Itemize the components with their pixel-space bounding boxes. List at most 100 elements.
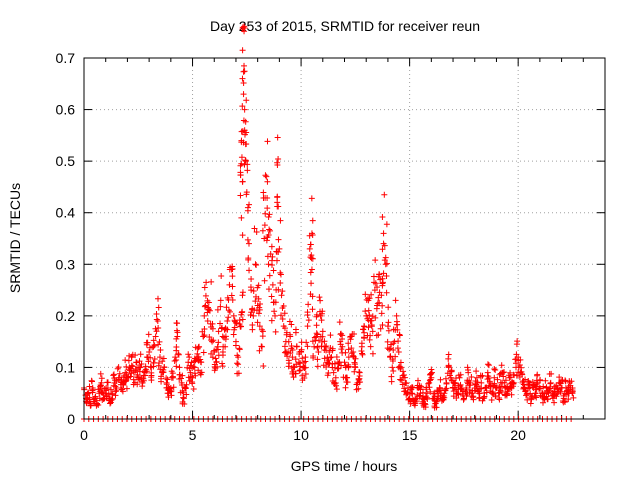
data-point xyxy=(372,280,379,287)
data-point xyxy=(291,364,298,371)
data-point xyxy=(109,391,116,398)
y-tick-label: 0.3 xyxy=(56,256,76,272)
data-point xyxy=(321,338,328,345)
data-point xyxy=(115,364,122,371)
data-point xyxy=(264,234,271,241)
data-point xyxy=(239,47,246,54)
data-point xyxy=(308,266,315,273)
data-point xyxy=(302,358,309,365)
data-point xyxy=(249,326,256,333)
data-point xyxy=(269,253,276,260)
data-point xyxy=(532,390,539,397)
data-point xyxy=(457,386,464,393)
data-point xyxy=(339,332,346,339)
data-point xyxy=(226,281,233,288)
data-point xyxy=(342,384,349,391)
data-point xyxy=(374,300,381,307)
data-point xyxy=(333,354,340,361)
data-point xyxy=(479,397,486,404)
data-point xyxy=(345,346,352,353)
data-point xyxy=(214,363,221,370)
data-point xyxy=(289,347,296,354)
data-point xyxy=(412,400,419,407)
data-point xyxy=(413,395,420,402)
axis-ticks: 0 0.1 0.2 0.3 0.4 0.5 0.6 0.7 0 5 10 15 20 xyxy=(56,50,605,443)
data-point xyxy=(362,291,369,298)
data-point xyxy=(332,379,339,386)
data-point xyxy=(237,162,244,169)
data-point xyxy=(259,227,266,234)
data-point xyxy=(373,332,380,339)
y-tick-label: 0.7 xyxy=(56,50,76,66)
data-point xyxy=(374,284,381,291)
data-point xyxy=(150,337,157,344)
data-point xyxy=(136,376,143,383)
data-point xyxy=(139,383,146,390)
data-point xyxy=(167,388,174,395)
data-point xyxy=(97,370,104,377)
data-point xyxy=(422,393,429,400)
data-point xyxy=(195,344,202,351)
data-point xyxy=(527,390,534,397)
y-tick-label: 0.5 xyxy=(56,153,76,169)
data-point xyxy=(375,273,382,280)
data-point xyxy=(238,128,245,135)
data-point xyxy=(245,240,252,247)
data-point xyxy=(523,391,530,398)
y-tick-label: 0.2 xyxy=(56,308,76,324)
data-point xyxy=(240,91,247,98)
data-point xyxy=(239,178,246,185)
data-point xyxy=(281,343,288,350)
data-point xyxy=(163,381,170,388)
data-point xyxy=(116,370,123,377)
data-point xyxy=(265,261,272,268)
data-point xyxy=(513,372,520,379)
data-point xyxy=(215,339,222,346)
data-point xyxy=(286,331,293,338)
data-point xyxy=(274,194,281,201)
data-point xyxy=(132,352,139,359)
data-point xyxy=(345,354,352,361)
data-point xyxy=(217,297,224,304)
data-point xyxy=(160,366,167,373)
data-point xyxy=(565,396,572,403)
data-point xyxy=(314,363,321,370)
data-point xyxy=(242,118,249,125)
data-point xyxy=(132,367,139,374)
data-point xyxy=(107,400,114,407)
data-point xyxy=(214,306,221,313)
data-point xyxy=(395,348,402,355)
data-point xyxy=(307,241,314,248)
data-point xyxy=(388,373,395,380)
data-point xyxy=(154,295,161,302)
data-point xyxy=(446,372,453,379)
data-point xyxy=(321,355,328,362)
data-point xyxy=(200,333,207,340)
data-point xyxy=(228,292,235,299)
data-point xyxy=(456,374,463,381)
data-point xyxy=(152,325,159,332)
data-point xyxy=(123,363,130,370)
data-point xyxy=(179,372,186,379)
data-point xyxy=(260,189,267,196)
data-point xyxy=(492,393,499,400)
data-point xyxy=(179,400,186,407)
data-point xyxy=(248,276,255,283)
data-point xyxy=(326,348,333,355)
data-point xyxy=(151,356,158,363)
data-point xyxy=(359,350,366,357)
data-point xyxy=(309,255,316,262)
data-point xyxy=(244,167,251,174)
data-point xyxy=(226,308,233,315)
data-point xyxy=(455,372,462,379)
data-point xyxy=(289,354,296,361)
data-point xyxy=(268,293,275,300)
data-point xyxy=(325,369,332,376)
data-point xyxy=(314,356,321,363)
data-point xyxy=(172,354,179,361)
data-point xyxy=(406,395,413,402)
data-point xyxy=(235,361,242,368)
data-point xyxy=(264,178,271,185)
data-point xyxy=(140,377,147,384)
data-point xyxy=(381,242,388,249)
